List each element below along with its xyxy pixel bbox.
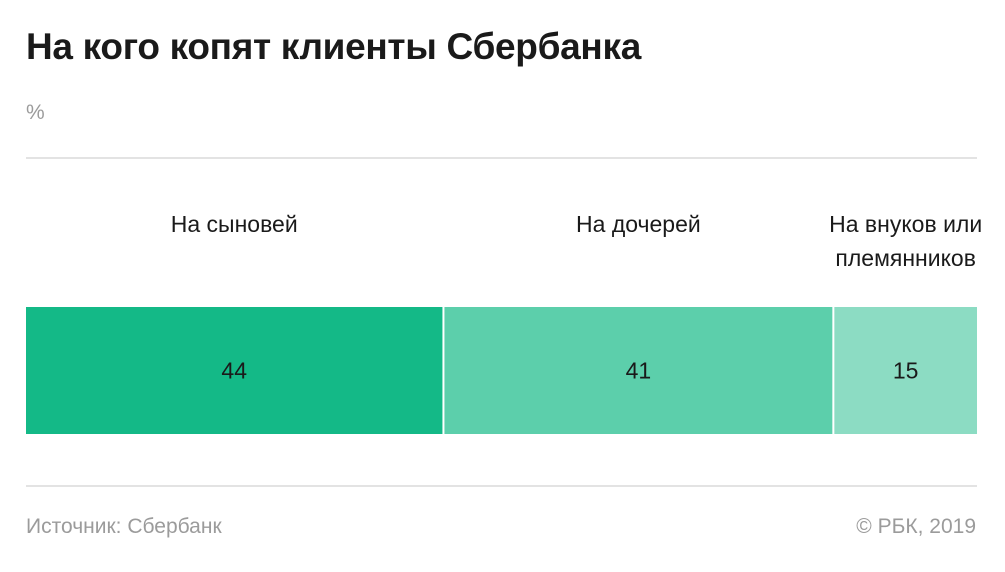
value-label-2: 41: [626, 358, 652, 384]
source-note: Источник: Сбербанк: [26, 515, 222, 538]
category-label-1: На сыновей: [171, 211, 298, 237]
bar-segment-3: [834, 307, 977, 434]
category-label-3: На внуков или племянников: [829, 211, 982, 271]
copyright-note: © РБК, 2019: [856, 515, 976, 538]
bar-segment-2: [444, 307, 833, 434]
chart-title: На кого копят клиенты Сбербанка: [26, 26, 641, 67]
top-divider: [26, 157, 977, 159]
value-label-3: 15: [893, 358, 919, 384]
category-label-2: На дочерей: [576, 211, 701, 237]
bottom-divider: [26, 485, 977, 487]
unit-label: %: [26, 101, 45, 124]
bar-segment-1: [26, 307, 443, 434]
value-label-1: 44: [221, 358, 247, 384]
stacked-bar-chart: 44 На сыновей 41 На дочерей 15 На внуков или п…: [26, 211, 982, 434]
